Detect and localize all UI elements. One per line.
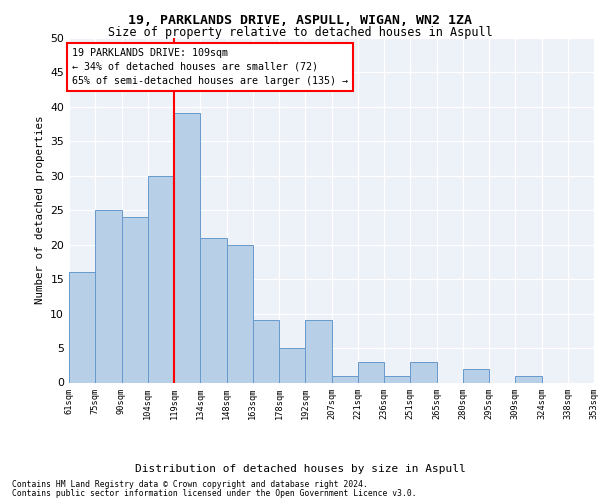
Text: Distribution of detached houses by size in Aspull: Distribution of detached houses by size … <box>134 464 466 474</box>
Bar <box>358 362 384 382</box>
Bar <box>253 320 279 382</box>
Text: 19, PARKLANDS DRIVE, ASPULL, WIGAN, WN2 1ZA: 19, PARKLANDS DRIVE, ASPULL, WIGAN, WN2 … <box>128 14 472 27</box>
Bar <box>174 114 200 382</box>
Bar <box>410 362 437 382</box>
Bar <box>463 368 489 382</box>
Bar <box>69 272 95 382</box>
Bar <box>95 210 121 382</box>
Bar <box>200 238 227 382</box>
Text: 19 PARKLANDS DRIVE: 109sqm
← 34% of detached houses are smaller (72)
65% of semi: 19 PARKLANDS DRIVE: 109sqm ← 34% of deta… <box>71 48 347 86</box>
Text: Size of property relative to detached houses in Aspull: Size of property relative to detached ho… <box>107 26 493 39</box>
Bar <box>384 376 410 382</box>
Bar <box>331 376 358 382</box>
Bar <box>305 320 331 382</box>
Bar <box>227 244 253 382</box>
Bar <box>279 348 305 382</box>
Bar <box>515 376 542 382</box>
Bar <box>148 176 174 382</box>
Y-axis label: Number of detached properties: Number of detached properties <box>35 116 45 304</box>
Text: Contains HM Land Registry data © Crown copyright and database right 2024.: Contains HM Land Registry data © Crown c… <box>12 480 368 489</box>
Bar <box>121 217 148 382</box>
Text: Contains public sector information licensed under the Open Government Licence v3: Contains public sector information licen… <box>12 488 416 498</box>
